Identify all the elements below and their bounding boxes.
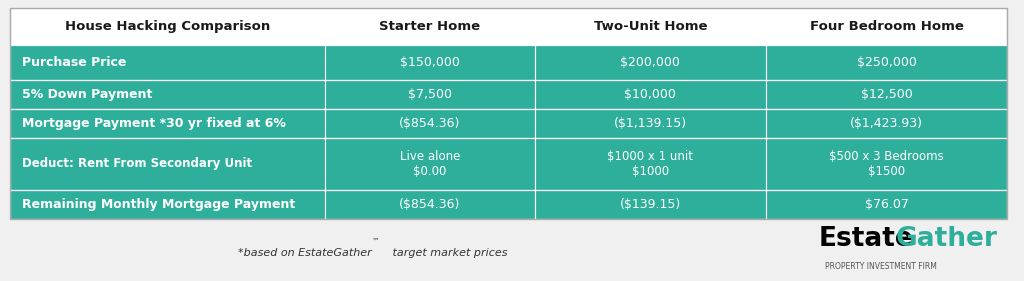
Text: $1000 x 1 unit
$1000: $1000 x 1 unit $1000 [607,150,693,178]
Text: target market prices: target market prices [389,248,507,258]
Text: Deduct: Rent From Secondary Unit: Deduct: Rent From Secondary Unit [23,157,253,170]
Text: ($1,423.93): ($1,423.93) [850,117,923,130]
Text: $150,000: $150,000 [400,56,460,69]
Text: Live alone
$0.00: Live alone $0.00 [399,150,460,178]
Text: Two-Unit Home: Two-Unit Home [594,20,708,33]
Text: *based on EstateGather: *based on EstateGather [238,248,372,258]
Text: $76.07: $76.07 [864,198,908,211]
Text: ($139.15): ($139.15) [620,198,681,211]
Text: $200,000: $200,000 [621,56,680,69]
Text: ($1,139.15): ($1,139.15) [613,117,687,130]
FancyBboxPatch shape [10,190,1008,219]
Text: $12,500: $12,500 [860,88,912,101]
Text: Mortgage Payment *30 yr fixed at 6%: Mortgage Payment *30 yr fixed at 6% [23,117,287,130]
Text: $500 x 3 Bedrooms
$1500: $500 x 3 Bedrooms $1500 [829,150,944,178]
Text: ($854.36): ($854.36) [399,198,461,211]
FancyBboxPatch shape [10,108,1008,137]
Text: Purchase Price: Purchase Price [23,56,127,69]
Text: Remaining Monthly Mortgage Payment: Remaining Monthly Mortgage Payment [23,198,296,211]
Text: Estate: Estate [819,226,913,252]
Text: 5% Down Payment: 5% Down Payment [23,88,153,101]
FancyBboxPatch shape [10,80,1008,108]
FancyBboxPatch shape [10,137,1008,190]
Text: Gather: Gather [895,226,997,252]
Text: $10,000: $10,000 [625,88,676,101]
FancyBboxPatch shape [10,8,1008,45]
FancyBboxPatch shape [10,45,1008,80]
Text: $250,000: $250,000 [856,56,916,69]
Text: PROPERTY INVESTMENT FIRM: PROPERTY INVESTMENT FIRM [825,262,937,271]
Text: ™: ™ [373,237,380,246]
Text: Four Bedroom Home: Four Bedroom Home [810,20,964,33]
Text: House Hacking Comparison: House Hacking Comparison [65,20,270,33]
Text: Starter Home: Starter Home [380,20,480,33]
Text: ($854.36): ($854.36) [399,117,461,130]
Text: $7,500: $7,500 [408,88,452,101]
